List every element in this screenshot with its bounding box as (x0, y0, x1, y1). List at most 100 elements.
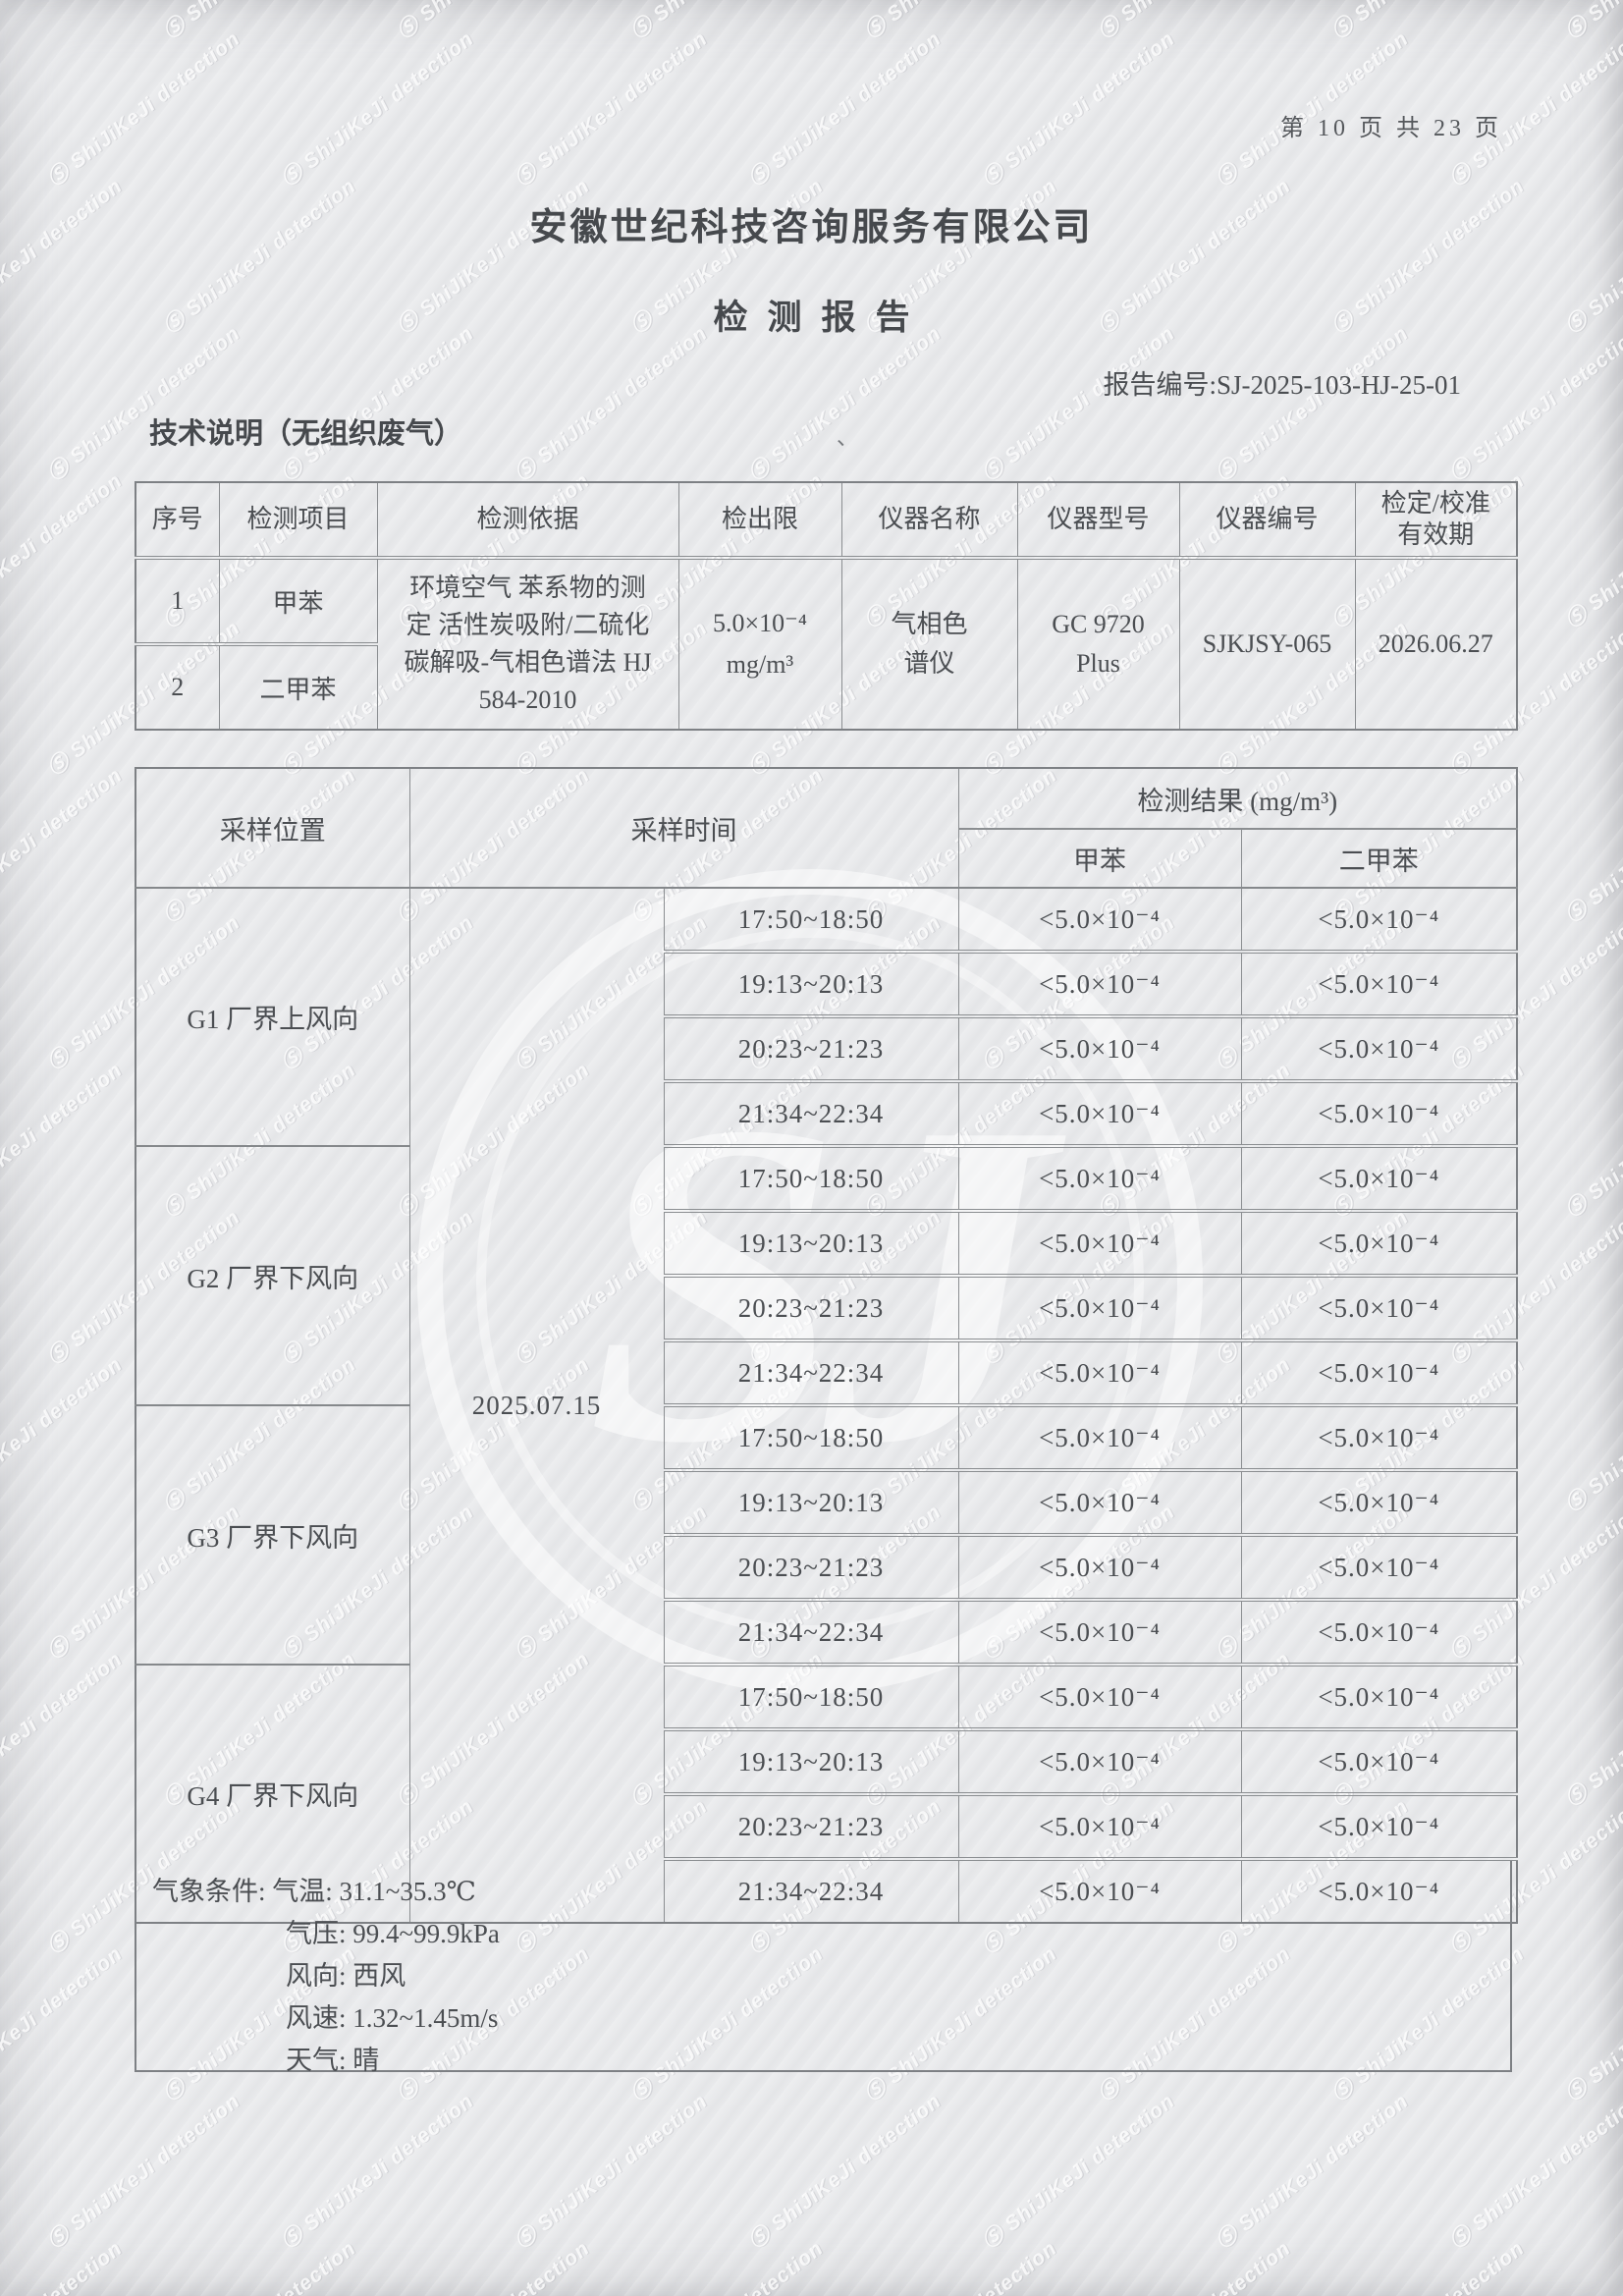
toluene-result-cell: <5.0×10⁻⁴ (957, 1403, 1242, 1471)
calibration-validity-cell: 2026.06.27 (1354, 557, 1518, 731)
col-header-limit: 检出限 (677, 481, 842, 560)
results-table: 采样位置 采样时间 检测结果 (mg/m³) 甲苯 二甲苯 G1 厂界上风向 2… (135, 767, 1518, 1924)
report-number-value: SJ-2025-103-HJ-25-01 (1217, 370, 1461, 400)
weather-temperature: 气温: 31.1~35.3℃ (272, 1877, 476, 1906)
report-number-label: 报告编号: (1103, 370, 1217, 400)
time-cell: 19:13~20:13 (663, 1209, 959, 1277)
time-cell: 20:23~21:23 (663, 1274, 959, 1341)
toluene-result-cell: <5.0×10⁻⁴ (957, 1598, 1242, 1666)
col-header-instrument-model: 仪器型号 (1016, 481, 1180, 560)
col-header-toluene: 甲苯 (957, 828, 1242, 889)
toluene-result-cell: <5.0×10⁻⁴ (957, 1533, 1242, 1601)
xylene-result-cell: <5.0×10⁻⁴ (1240, 1598, 1518, 1666)
col-header-instrument-name: 仪器名称 (840, 481, 1018, 560)
location-cell-g1: G1 厂界上风向 (135, 887, 410, 1147)
weather-pressure: 气压: 99.4~99.9kPa (286, 1919, 500, 1948)
xylene-result-cell: <5.0×10⁻⁴ (1240, 950, 1518, 1017)
xylene-result-cell: <5.0×10⁻⁴ (1240, 1209, 1518, 1277)
col-header-time: 采样时间 (408, 767, 959, 889)
location-cell-g4: G4 厂界下风向 (135, 1664, 410, 1924)
col-header-no: 序号 (135, 481, 220, 560)
xylene-result-cell: <5.0×10⁻⁴ (1240, 1274, 1518, 1341)
time-cell: 21:34~22:34 (663, 1598, 959, 1666)
toluene-result-cell: <5.0×10⁻⁴ (957, 1663, 1242, 1730)
method-text: 环境空气 苯系物的测定 活性炭吸附/二硫化碳解吸-气相色谱法 HJ 584-20… (404, 574, 652, 714)
instrument-model-cell: GC 9720 Plus (1016, 557, 1180, 731)
detection-limit-unit: mg/m³ (726, 650, 794, 679)
time-cell: 17:50~18:50 (663, 1144, 959, 1212)
col-header-xylene: 二甲苯 (1240, 828, 1518, 889)
instrument-name-cell: 气相色谱仪 (840, 557, 1018, 731)
toluene-result-cell: <5.0×10⁻⁴ (957, 1727, 1242, 1795)
toluene-result-cell: <5.0×10⁻⁴ (957, 1079, 1242, 1147)
scan-artifact-mark: 、 (837, 425, 859, 450)
time-cell: 17:50~18:50 (663, 1403, 959, 1471)
xylene-result-cell: <5.0×10⁻⁴ (1240, 1014, 1518, 1082)
time-cell: 19:13~20:13 (663, 1468, 959, 1536)
toluene-result-cell: <5.0×10⁻⁴ (957, 1468, 1242, 1536)
time-cell: 21:34~22:34 (663, 1339, 959, 1406)
sample-date-cell: 2025.07.15 (408, 887, 665, 1924)
xylene-result-cell: <5.0×10⁻⁴ (1240, 1533, 1518, 1601)
weather-wind-speed: 风速: 1.32~1.45m/s (286, 2003, 499, 2033)
instrument-no-cell: SJKJSY-065 (1178, 557, 1356, 731)
toluene-result-cell: <5.0×10⁻⁴ (957, 950, 1242, 1017)
col-header-instrument-no: 仪器编号 (1178, 481, 1356, 560)
section-title: 技术说明（无组织废气） (149, 418, 463, 450)
location-cell-g3: G3 厂界下风向 (135, 1404, 410, 1666)
col-header-result: 检测结果 (mg/m³) (957, 767, 1518, 830)
toluene-result-cell: <5.0×10⁻⁴ (957, 1792, 1242, 1860)
instrument-table: 序号 检测项目 检测依据 检出限 仪器名称 仪器型号 仪器编号 检定/校准有效期… (135, 481, 1518, 731)
detection-limit-cell: 5.0×10⁻⁴ mg/m³ (677, 557, 842, 731)
time-cell: 19:13~20:13 (663, 1727, 959, 1795)
xylene-result-cell: <5.0×10⁻⁴ (1240, 1403, 1518, 1471)
instrument-name-text: 气相色谱仪 (891, 610, 968, 678)
xylene-result-cell: <5.0×10⁻⁴ (1240, 1144, 1518, 1212)
report-number-line: 报告编号:SJ-2025-103-HJ-25-01 (1103, 363, 1461, 402)
xylene-result-cell: <5.0×10⁻⁴ (1240, 1663, 1518, 1730)
method-cell: 环境空气 苯系物的测定 活性炭吸附/二硫化碳解吸-气相色谱法 HJ 584-20… (376, 557, 679, 731)
xylene-result-cell: <5.0×10⁻⁴ (1240, 1792, 1518, 1860)
time-cell: 21:34~22:34 (663, 1857, 959, 1924)
time-cell: 17:50~18:50 (663, 1663, 959, 1730)
page-number: 第 10 页 共 23 页 (1280, 116, 1502, 141)
xylene-result-cell: <5.0×10⁻⁴ (1240, 1727, 1518, 1795)
item-toluene: 甲苯 (218, 557, 378, 646)
weather-label: 气象条件: (152, 1877, 273, 1906)
weather-conditions-box: 气象条件: 气温: 31.1~35.3℃ 气压: 99.4~99.9kPa 风向… (135, 1861, 1512, 2075)
xylene-result-cell: <5.0×10⁻⁴ (1240, 887, 1518, 953)
col-header-validity: 检定/校准有效期 (1354, 481, 1518, 560)
location-cell-g2: G2 厂界下风向 (135, 1145, 410, 1406)
detection-limit-value: 5.0×10⁻⁴ (713, 609, 807, 637)
row-no: 2 (135, 643, 220, 731)
toluene-result-cell: <5.0×10⁻⁴ (957, 1339, 1242, 1406)
col-header-location: 采样位置 (135, 767, 410, 889)
toluene-result-cell: <5.0×10⁻⁴ (957, 1857, 1242, 1924)
time-cell: 20:23~21:23 (663, 1533, 959, 1601)
col-header-validity-text: 检定/校准有效期 (1380, 488, 1490, 550)
time-cell: 21:34~22:34 (663, 1079, 959, 1147)
toluene-result-cell: <5.0×10⁻⁴ (957, 1274, 1242, 1341)
time-cell: 20:23~21:23 (663, 1014, 959, 1082)
col-header-method: 检测依据 (376, 481, 679, 560)
weather-wind-direction: 风向: 西风 (286, 1961, 406, 1991)
time-cell: 19:13~20:13 (663, 950, 959, 1017)
report-title: 检测报告 (713, 299, 930, 337)
toluene-result-cell: <5.0×10⁻⁴ (957, 1014, 1242, 1082)
company-title: 安徽世纪科技咨询服务有限公司 (529, 207, 1094, 248)
xylene-result-cell: <5.0×10⁻⁴ (1240, 1857, 1518, 1924)
weather-line-temperature: 气象条件: 气温: 31.1~35.3℃ (136, 1871, 1510, 1913)
instrument-model-text: GC 9720 Plus (1052, 610, 1145, 678)
col-header-item: 检测项目 (218, 481, 378, 560)
xylene-result-cell: <5.0×10⁻⁴ (1240, 1079, 1518, 1147)
row-no: 1 (135, 557, 220, 646)
item-xylene: 二甲苯 (218, 643, 378, 731)
toluene-result-cell: <5.0×10⁻⁴ (957, 1144, 1242, 1212)
time-cell: 20:23~21:23 (663, 1792, 959, 1860)
weather-sky: 天气: 晴 (286, 2046, 380, 2075)
toluene-result-cell: <5.0×10⁻⁴ (957, 887, 1242, 953)
xylene-result-cell: <5.0×10⁻⁴ (1240, 1339, 1518, 1406)
time-cell: 17:50~18:50 (663, 887, 959, 953)
